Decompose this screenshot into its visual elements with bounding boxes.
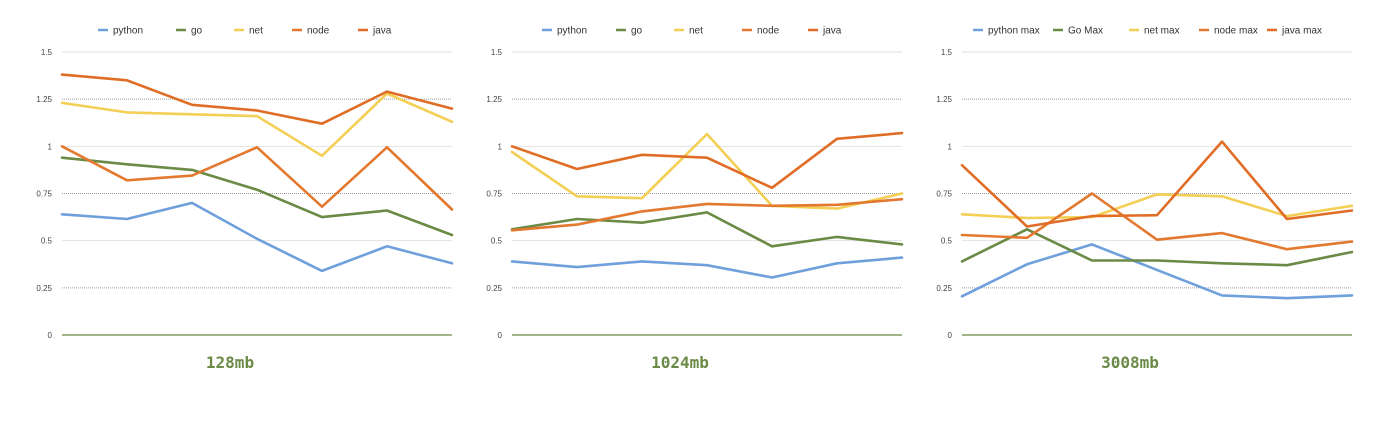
series-line-node [60,145,454,211]
y-tick-label: 0.5 [491,237,503,246]
legend-label: java [372,26,392,37]
series-line-python [510,256,904,279]
y-tick-label: 1 [498,142,503,151]
legend-label: net [249,26,263,37]
y-tick-label: 1.25 [936,95,952,104]
legend-label: go [191,26,203,37]
series-line-net-max [960,193,1354,220]
chart-title-128mb: 128mb [205,353,255,372]
legend-label: java max [1281,26,1322,37]
series-line-java-max [960,140,1354,228]
y-tick-label: 1 [48,142,53,151]
y-tick-label: 1.5 [491,48,503,57]
y-tick-label: 0.5 [941,237,953,246]
legend-label: java [822,26,842,37]
series-line-net [60,92,454,158]
chart-title-1024mb: 1024mb [651,353,709,372]
series-line-node [510,197,904,232]
legend-label: node max [1214,26,1258,37]
series-line-net [510,132,904,210]
y-tick-label: 0.5 [41,237,53,246]
line-chart-3008mb: 0 0.25 0.5 0.75 1 1.25 1.5 python max Go Max net … [936,26,1354,340]
series-line-java [510,131,904,190]
legend-label: python [113,26,143,37]
legend-label: Go Max [1068,26,1103,37]
y-tick-label: 0 [948,331,953,340]
legend-label: net max [1144,26,1180,37]
legend-label: node [307,26,330,37]
chart-panel-1024mb: 0 0.25 0.5 0.75 1 1.25 1.5 python go net node java … [450,0,910,424]
legend-label: python max [988,26,1040,37]
legend-label: node [757,26,780,37]
line-chart-1024mb: 0 0.25 0.5 0.75 1 1.25 1.5 python go net node java [486,26,904,340]
legend-label: go [631,26,643,37]
y-tick-label: 0.75 [36,190,52,199]
series-line-go [60,156,454,237]
series-line-python-max [960,243,1354,300]
y-tick-label: 1.25 [36,95,52,104]
series-line-python [60,201,454,273]
y-tick-label: 1.5 [41,48,53,57]
series-line-go [510,211,904,248]
line-chart-128mb: 0 0.25 0.5 0.75 1 1.25 1.5 python go net node java [36,26,454,340]
chart-panel-128mb: 0 0.25 0.5 0.75 1 1.25 1.5 python go net node java … [0,0,460,424]
y-tick-label: 0 [498,331,503,340]
series-line-go-max [960,228,1354,267]
y-tick-label: 0.75 [936,190,952,199]
y-tick-label: 0.75 [486,190,502,199]
y-tick-label: 1 [948,142,953,151]
chart-panel-3008mb: 0 0.25 0.5 0.75 1 1.25 1.5 python max Go Max net … [900,0,1360,424]
y-tick-label: 1.5 [941,48,953,57]
y-tick-label: 0 [48,331,53,340]
legend-label: net [689,26,703,37]
y-tick-label: 0.25 [36,284,52,293]
y-tick-label: 0.25 [486,284,502,293]
y-tick-label: 0.25 [936,284,952,293]
chart-title-3008mb: 3008mb [1101,353,1159,372]
series-line-node-max [960,192,1354,251]
legend-label: python [557,26,587,37]
y-tick-label: 1.25 [486,95,502,104]
series-line-java [60,73,454,125]
